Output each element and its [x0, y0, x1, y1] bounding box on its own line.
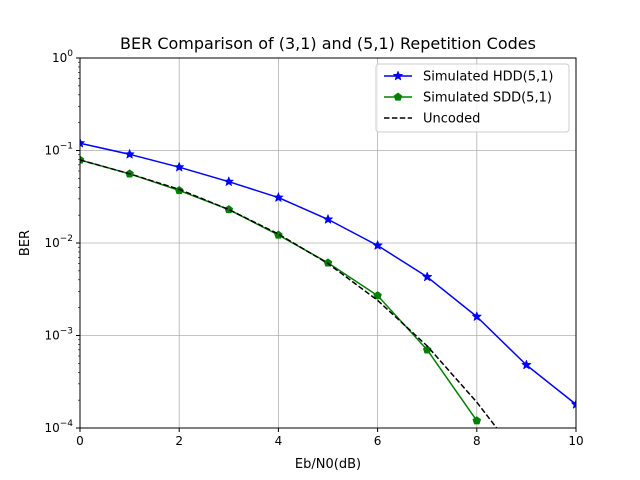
- data-point: [472, 416, 482, 425]
- series-1: [80, 155, 482, 425]
- ticks: 0 2 4 6 8 10 10−4 10−3 10−2 10−1 100: [44, 49, 583, 448]
- y-axis-label: BER: [18, 230, 33, 256]
- x-tick-label: 6: [374, 434, 382, 448]
- x-axis-label: Eb/N0(dB): [295, 457, 361, 472]
- series-2: [80, 159, 498, 428]
- x-tick-label: 2: [175, 434, 183, 448]
- series-line: [80, 159, 498, 428]
- data-point: [273, 191, 284, 203]
- legend-label: Simulated HDD(5,1): [423, 70, 553, 85]
- chart-title: BER Comparison of (3,1) and (5,1) Repeti…: [120, 34, 536, 53]
- x-tick-label: 10: [568, 434, 583, 448]
- data-point: [80, 137, 86, 148]
- y-tick-label: 10−3: [44, 327, 73, 343]
- data-point: [521, 359, 532, 370]
- data-point: [471, 310, 483, 322]
- data-point: [570, 398, 576, 409]
- y-tick-label: 10−4: [44, 419, 73, 435]
- series-layer: [80, 137, 576, 428]
- data-point: [124, 148, 135, 159]
- data-point: [173, 161, 185, 172]
- legend: Simulated HDD(5,1) Simulated SDD(5,1) Unco…: [375, 63, 570, 133]
- x-tick-label: 4: [275, 434, 283, 448]
- data-point: [322, 213, 334, 224]
- legend-box: [375, 63, 570, 133]
- x-tick-label: 0: [76, 434, 84, 448]
- x-tick-label: 8: [473, 434, 481, 448]
- legend-label: Simulated SDD(5,1): [423, 91, 552, 106]
- legend-marker: [393, 92, 403, 101]
- data-point: [422, 345, 432, 354]
- data-point: [421, 271, 433, 282]
- y-tick-label: 10−1: [44, 142, 73, 158]
- data-point: [223, 176, 235, 187]
- y-tick-label: 10−2: [44, 234, 73, 250]
- data-point: [373, 291, 382, 300]
- legend-marker: [392, 70, 404, 81]
- data-point: [372, 239, 383, 251]
- series-0: [80, 137, 576, 409]
- y-tick-label: 100: [52, 49, 73, 65]
- legend-label: Uncoded: [423, 112, 480, 127]
